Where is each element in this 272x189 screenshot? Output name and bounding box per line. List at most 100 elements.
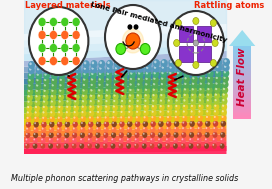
Circle shape (50, 127, 51, 130)
Circle shape (146, 77, 148, 80)
Bar (233, 104, 251, 106)
Circle shape (135, 115, 141, 122)
Circle shape (136, 116, 138, 118)
Circle shape (174, 115, 180, 122)
Circle shape (220, 126, 226, 132)
Circle shape (82, 71, 89, 79)
Circle shape (72, 132, 77, 138)
Circle shape (25, 143, 30, 149)
Circle shape (43, 95, 45, 97)
Circle shape (224, 60, 227, 62)
Circle shape (135, 126, 140, 132)
Circle shape (143, 138, 144, 140)
Circle shape (106, 71, 112, 79)
Circle shape (26, 122, 28, 124)
Circle shape (82, 94, 84, 97)
Circle shape (36, 79, 39, 81)
Circle shape (105, 93, 111, 100)
Circle shape (137, 76, 143, 84)
Circle shape (82, 66, 89, 74)
Circle shape (41, 127, 46, 133)
Circle shape (50, 94, 56, 101)
Circle shape (100, 61, 102, 64)
Circle shape (43, 83, 49, 90)
Circle shape (214, 104, 219, 110)
Circle shape (88, 133, 90, 135)
Circle shape (65, 121, 70, 127)
Circle shape (191, 105, 193, 107)
Circle shape (81, 127, 83, 129)
Circle shape (128, 127, 129, 129)
Circle shape (126, 143, 131, 149)
Circle shape (134, 144, 136, 146)
Circle shape (198, 116, 200, 118)
Circle shape (80, 121, 86, 127)
Circle shape (198, 104, 204, 110)
Circle shape (175, 110, 177, 113)
Circle shape (28, 90, 30, 92)
Polygon shape (24, 96, 227, 108)
Circle shape (89, 93, 95, 100)
Circle shape (80, 127, 85, 133)
Circle shape (152, 93, 158, 100)
Circle shape (129, 105, 131, 108)
Circle shape (29, 79, 31, 81)
Circle shape (177, 60, 180, 63)
Circle shape (33, 121, 39, 128)
Circle shape (38, 57, 46, 66)
Circle shape (49, 132, 54, 138)
Circle shape (184, 88, 186, 91)
Circle shape (50, 122, 52, 124)
Circle shape (57, 121, 62, 127)
Circle shape (134, 132, 140, 138)
Circle shape (168, 59, 175, 67)
Circle shape (152, 87, 158, 94)
Circle shape (120, 127, 122, 129)
Circle shape (144, 93, 150, 100)
Circle shape (49, 116, 55, 122)
Circle shape (52, 67, 55, 70)
Circle shape (116, 43, 126, 54)
Circle shape (59, 72, 66, 79)
Circle shape (113, 100, 115, 102)
Circle shape (190, 109, 196, 116)
Circle shape (57, 127, 62, 133)
Circle shape (76, 73, 78, 75)
Circle shape (58, 117, 60, 119)
Circle shape (35, 83, 41, 90)
Circle shape (52, 78, 54, 81)
Circle shape (119, 138, 123, 143)
Circle shape (57, 144, 58, 146)
Circle shape (159, 98, 165, 105)
Circle shape (197, 132, 202, 138)
Circle shape (175, 116, 177, 118)
Circle shape (175, 19, 181, 26)
Circle shape (206, 104, 212, 110)
Circle shape (189, 121, 195, 127)
Circle shape (114, 65, 120, 73)
Circle shape (142, 144, 144, 146)
Circle shape (58, 99, 64, 106)
Circle shape (51, 106, 53, 108)
Polygon shape (24, 141, 227, 148)
Circle shape (152, 70, 159, 78)
Circle shape (41, 116, 47, 122)
Circle shape (160, 99, 162, 102)
Circle shape (42, 99, 48, 106)
Circle shape (35, 111, 37, 114)
Circle shape (112, 127, 114, 129)
Circle shape (136, 111, 138, 113)
Polygon shape (24, 128, 227, 137)
Circle shape (64, 127, 70, 133)
Circle shape (106, 83, 109, 86)
Circle shape (35, 72, 42, 80)
Circle shape (220, 132, 225, 138)
Circle shape (150, 121, 156, 127)
Circle shape (200, 88, 202, 90)
Circle shape (50, 117, 52, 119)
Circle shape (159, 122, 161, 124)
Circle shape (205, 109, 211, 116)
Circle shape (84, 62, 86, 64)
Bar (233, 101, 251, 102)
Circle shape (82, 82, 88, 90)
